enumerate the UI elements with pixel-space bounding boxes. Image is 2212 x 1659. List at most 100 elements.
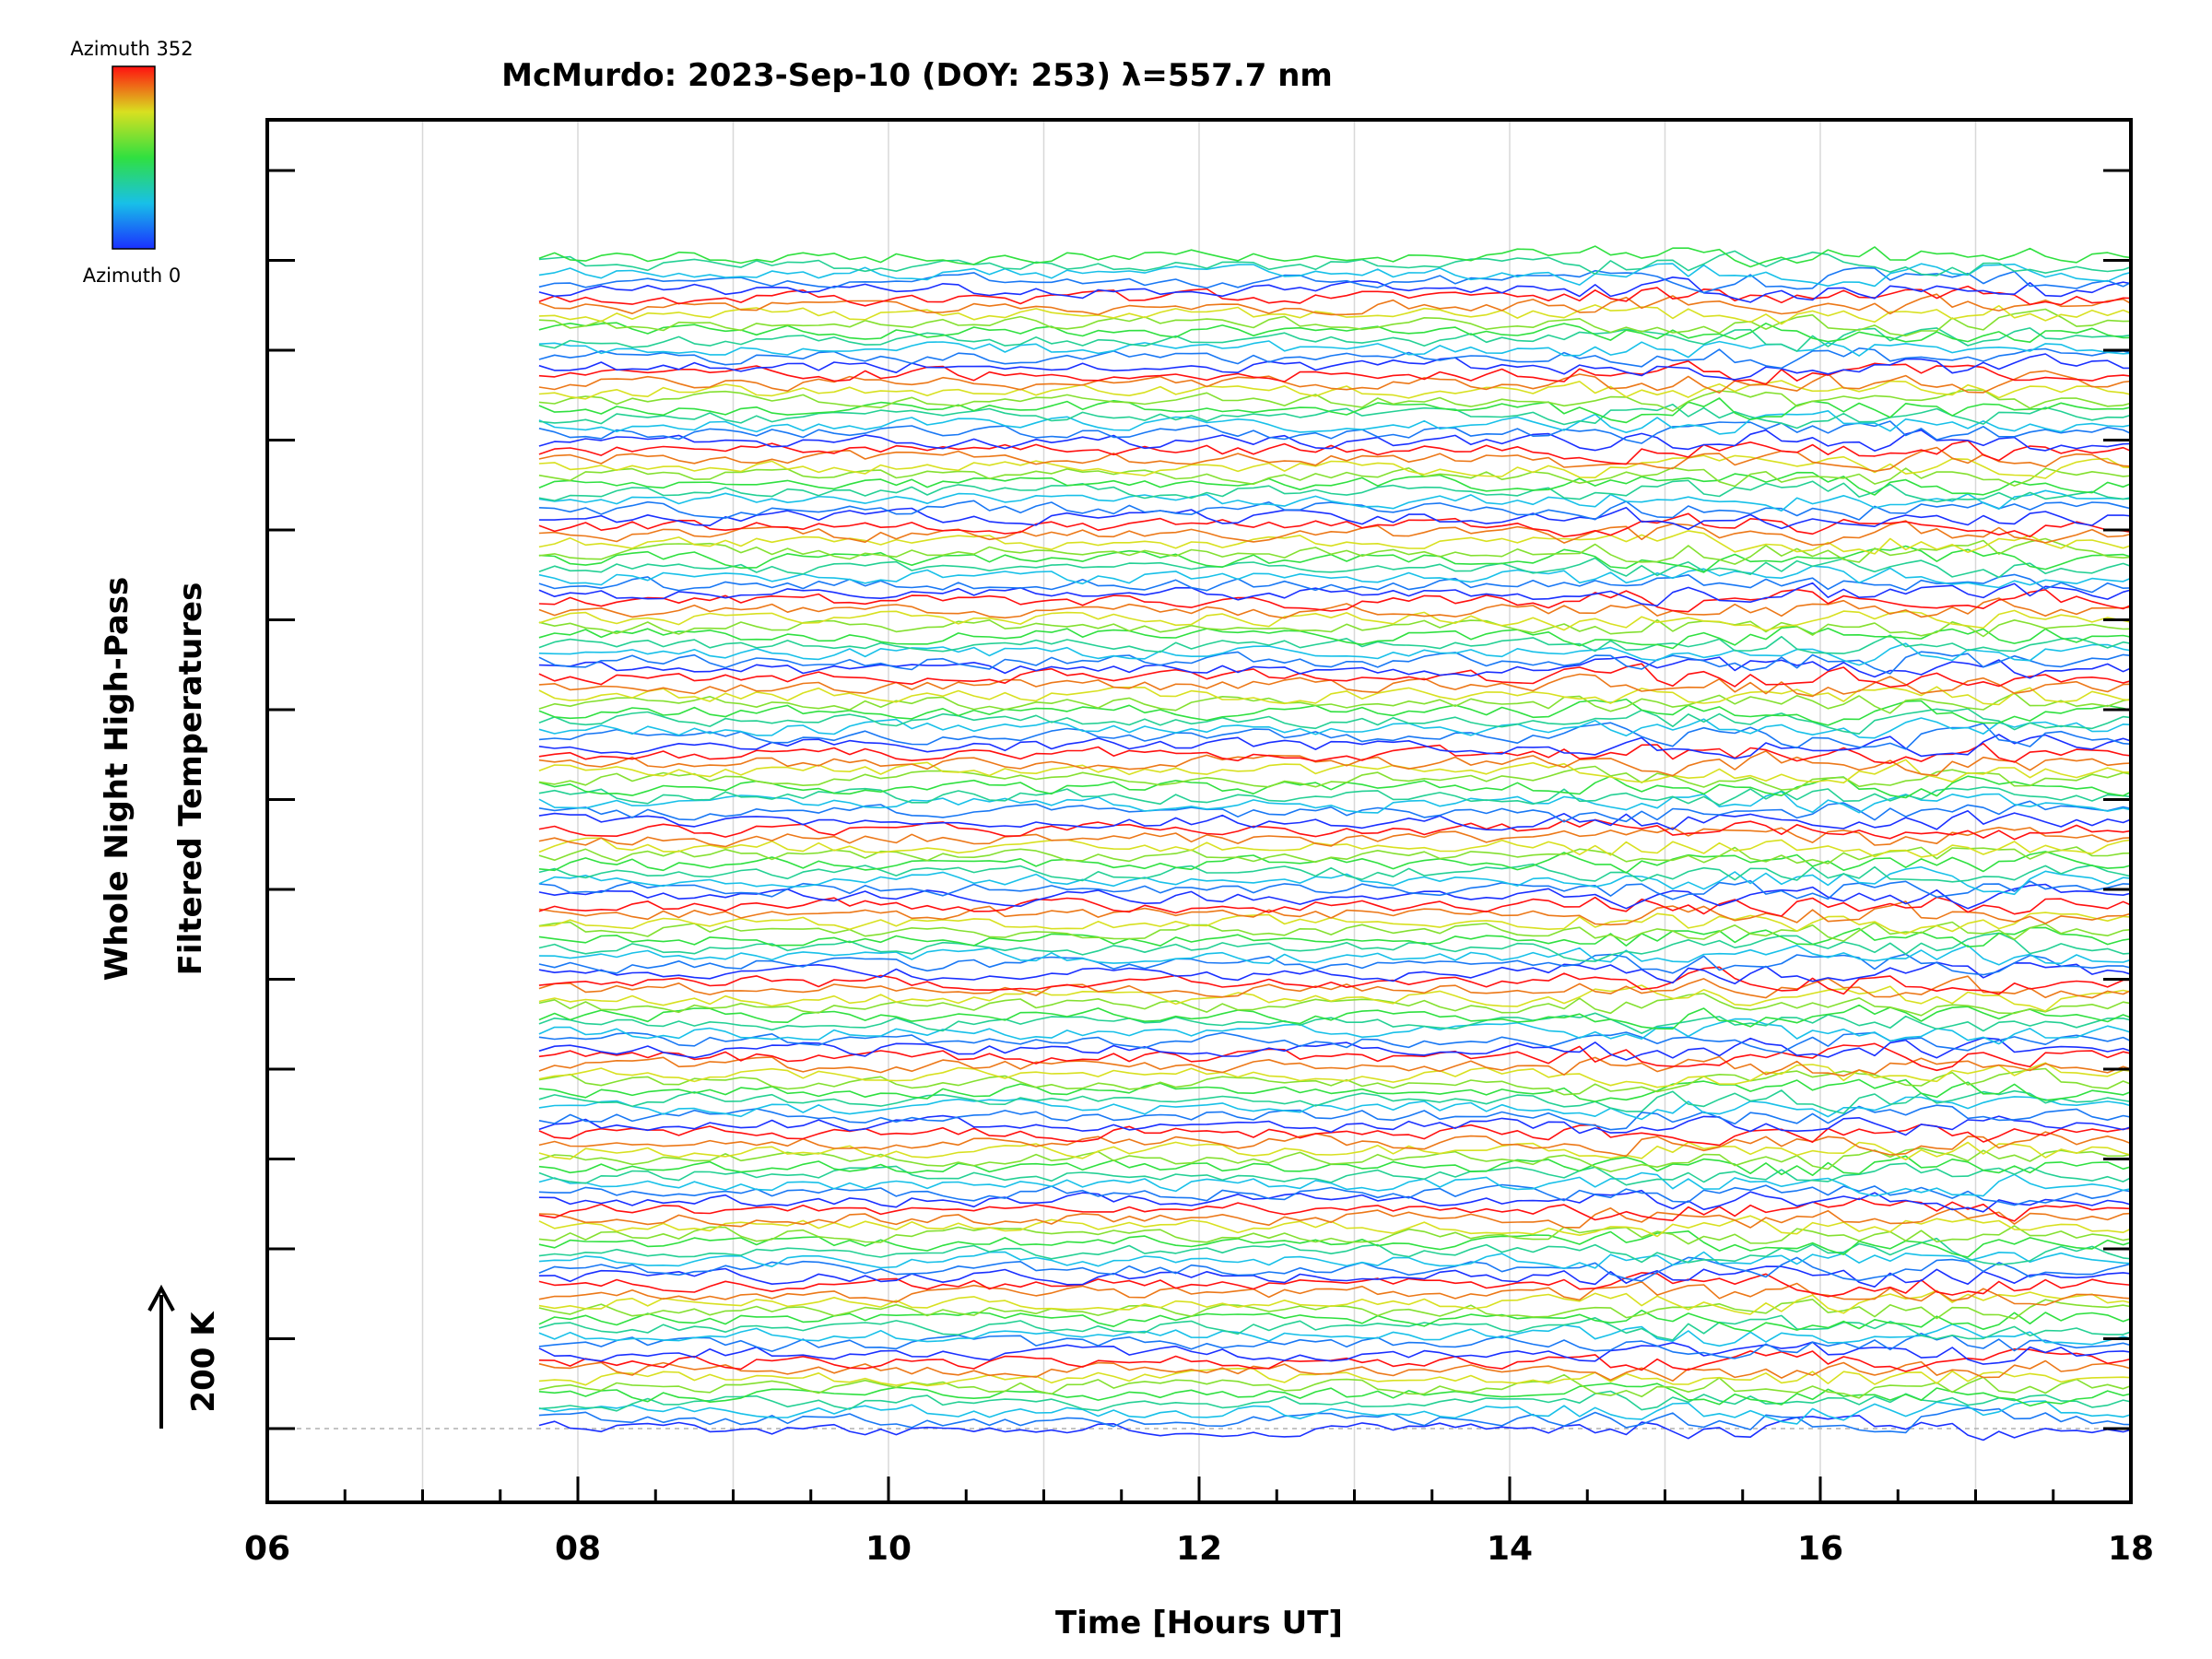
temperature-series bbox=[538, 1155, 2131, 1176]
temperature-series bbox=[538, 403, 2131, 429]
x-axis-label: Time [Hours UT] bbox=[1055, 1605, 1343, 1641]
temperature-series bbox=[538, 520, 2131, 547]
temperature-series bbox=[538, 800, 2131, 823]
temperature-series bbox=[538, 1390, 2131, 1412]
temperature-series bbox=[538, 651, 2131, 675]
temperature-series bbox=[538, 506, 2131, 531]
temperature-series bbox=[538, 1237, 2131, 1265]
y-axis-label-line1: Whole Night High-Pass bbox=[99, 577, 135, 982]
temperature-series bbox=[538, 420, 2131, 444]
temperature-series bbox=[538, 1089, 2131, 1114]
temperature-series bbox=[538, 932, 2131, 962]
temperature-series bbox=[538, 1141, 2131, 1160]
temperature-series bbox=[538, 1104, 2131, 1131]
x-tick-label: 16 bbox=[1797, 1530, 1843, 1568]
scale-arrow-head bbox=[147, 1284, 175, 1312]
colorbar: Azimuth 352 Azimuth 0 bbox=[70, 38, 193, 287]
temperature-series bbox=[538, 245, 2131, 268]
colorbar-gradient bbox=[112, 65, 156, 250]
temperature-series bbox=[538, 1415, 2131, 1441]
temperature-series bbox=[538, 397, 2131, 424]
temperature-series bbox=[538, 1314, 2131, 1341]
temperature-series bbox=[538, 1031, 2131, 1053]
temperature-series bbox=[538, 1124, 2131, 1147]
temperature-series bbox=[538, 883, 2131, 910]
temperature-series bbox=[538, 263, 2131, 288]
temperature-series bbox=[538, 826, 2131, 848]
temperature-series bbox=[538, 440, 2131, 465]
temperature-series bbox=[538, 1265, 2131, 1288]
temperature-series bbox=[538, 846, 2131, 865]
temperature-series bbox=[538, 266, 2131, 294]
temperature-series bbox=[538, 565, 2131, 589]
temperature-series bbox=[538, 479, 2131, 503]
temperature-series bbox=[538, 1207, 2131, 1229]
temperature-series bbox=[538, 663, 2131, 688]
temperature-series bbox=[538, 1299, 2131, 1320]
temperature-series bbox=[538, 1373, 2131, 1399]
temperature-series bbox=[538, 673, 2131, 698]
temperature-series bbox=[538, 1055, 2131, 1077]
temperature-series bbox=[538, 1067, 2131, 1096]
temperature-series bbox=[538, 322, 2131, 344]
temperature-series bbox=[538, 912, 2131, 935]
temperature-series bbox=[538, 1183, 2131, 1206]
temperature-series bbox=[538, 557, 2131, 579]
temperature-series bbox=[538, 1272, 2131, 1298]
temperature-series bbox=[538, 1197, 2131, 1222]
temperature-series bbox=[538, 1131, 2131, 1158]
temperature-series bbox=[538, 512, 2131, 538]
temperature-series bbox=[538, 1114, 2131, 1136]
temperature-series bbox=[538, 734, 2131, 759]
tick-layer bbox=[265, 169, 2133, 1502]
temperature-series bbox=[538, 708, 2131, 735]
temperature-series bbox=[538, 359, 2131, 385]
temperature-series bbox=[538, 1280, 2131, 1306]
temperature-series bbox=[538, 471, 2131, 496]
scale-label: 200 K bbox=[185, 1311, 222, 1413]
temperature-series bbox=[538, 809, 2131, 831]
temperature-series bbox=[538, 625, 2131, 650]
temperature-series bbox=[538, 975, 2131, 999]
temperature-series bbox=[538, 851, 2131, 874]
temperature-series bbox=[538, 953, 2131, 976]
temperature-series bbox=[538, 1037, 2131, 1061]
temperature-series bbox=[538, 837, 2131, 858]
temperature-series bbox=[538, 588, 2131, 613]
temperature-series bbox=[538, 1256, 2131, 1282]
temperature-series bbox=[538, 1162, 2131, 1186]
temperature-series bbox=[538, 1406, 2131, 1434]
temperature-series bbox=[538, 742, 2131, 764]
x-tick-label: 12 bbox=[1176, 1530, 1222, 1568]
colorbar-top-label: Azimuth 352 bbox=[70, 38, 193, 60]
temperature-series bbox=[538, 1382, 2131, 1407]
temperature-series bbox=[538, 1341, 2131, 1365]
temperature-series bbox=[538, 1309, 2131, 1333]
temperature-series bbox=[538, 1096, 2131, 1121]
temperature-series bbox=[538, 537, 2131, 565]
temperature-series bbox=[538, 370, 2131, 394]
temperature-series bbox=[538, 900, 2131, 926]
temperature-series bbox=[538, 409, 2131, 435]
temperature-series bbox=[538, 642, 2131, 666]
temperature-series bbox=[538, 353, 2131, 381]
series-layer bbox=[538, 245, 2131, 1441]
temperature-series bbox=[538, 1324, 2131, 1347]
x-tick-label: 18 bbox=[2108, 1530, 2154, 1568]
temperature-series bbox=[538, 340, 2131, 359]
temperature-series bbox=[538, 1251, 2131, 1270]
temperature-series bbox=[538, 765, 2131, 791]
temperature-series bbox=[538, 466, 2131, 488]
temperature-series bbox=[538, 1018, 2131, 1045]
y-axis-label-line2: Filtered Temperatures bbox=[172, 582, 209, 976]
x-tick-labels: 06 08 10 12 14 16 18 bbox=[244, 1530, 2154, 1568]
temperature-series bbox=[538, 966, 2131, 995]
temperature-series bbox=[538, 863, 2131, 883]
x-tick-label: 06 bbox=[244, 1530, 290, 1568]
temperature-series bbox=[538, 293, 2131, 316]
temperature-series bbox=[538, 921, 2131, 942]
temperature-series bbox=[538, 722, 2131, 750]
temperature-series bbox=[538, 250, 2131, 276]
temperature-series bbox=[538, 446, 2131, 473]
